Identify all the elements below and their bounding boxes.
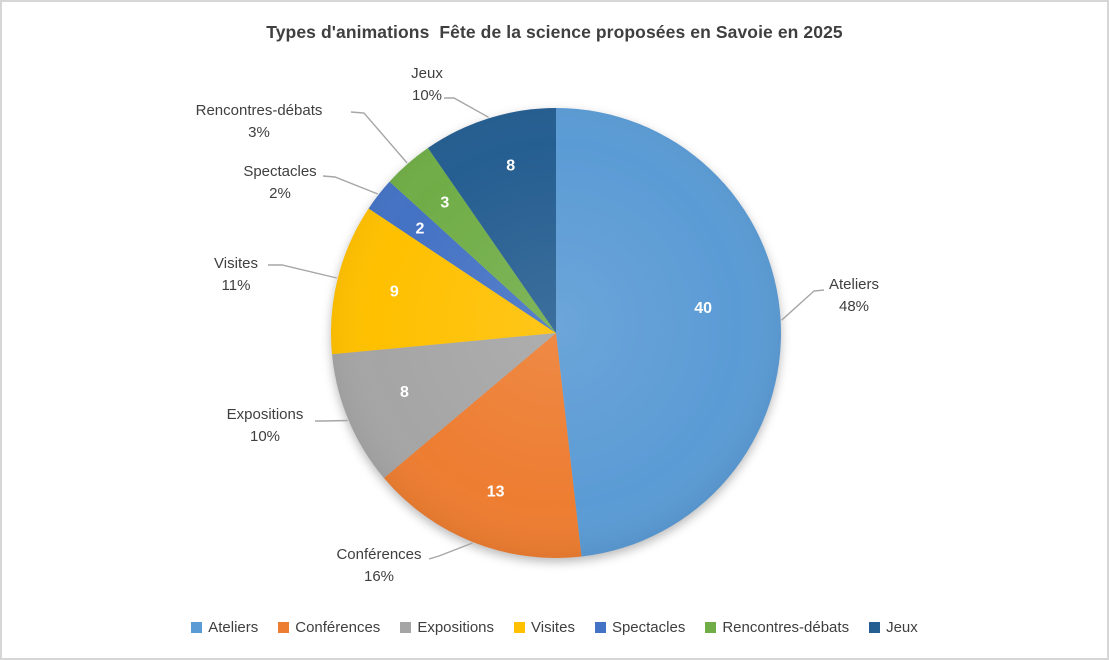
legend-label-conferences: Conférences xyxy=(295,619,381,636)
legend-item-spectacles: Spectacles xyxy=(594,619,686,636)
legend-item-ateliers: Ateliers xyxy=(191,619,258,636)
callout-percent-expositions: 10% xyxy=(249,428,281,445)
callout-label-rencontres-debats: Rencontres-débats xyxy=(195,102,323,119)
legend-marker-conferences xyxy=(278,622,290,633)
legend-item-jeux: Jeux xyxy=(869,619,918,636)
chart-title: Types d'animations Fête de la science pr… xyxy=(266,22,843,42)
legend-label-expositions: Expositions xyxy=(417,619,495,636)
legend-label-visites: Visites xyxy=(531,619,575,636)
callout-percent-visites: 11% xyxy=(221,277,251,294)
callout-jeux: Jeux 10% xyxy=(411,63,443,107)
legend-label-rencontres-debats: Rencontres-débats xyxy=(722,619,850,636)
legend-label-jeux: Jeux xyxy=(886,619,918,636)
legend-marker-spectacles xyxy=(594,622,606,633)
callout-expositions: Expositions 10% xyxy=(227,404,304,448)
callout-ateliers: Ateliers 48% xyxy=(829,274,879,318)
legend-item-expositions: Expositions xyxy=(400,619,494,636)
legend-label-spectacles: Spectacles xyxy=(611,619,686,636)
callout-label-expositions: Expositions xyxy=(226,406,304,423)
callout-label-visites: Visites xyxy=(214,255,258,272)
leader-line-expositions xyxy=(315,419,348,422)
callout-percent-spectacles: 2% xyxy=(269,185,291,202)
callout-percent-ateliers: 48% xyxy=(838,298,870,315)
legend-item-visites: Visites xyxy=(514,619,575,636)
legend-label-ateliers: Ateliers xyxy=(208,619,259,636)
legend-marker-expositions xyxy=(400,622,412,633)
leader-line-rencontres-debats xyxy=(350,111,408,164)
callout-percent-conferences: 16% xyxy=(363,568,395,585)
callout-percent-jeux: 10% xyxy=(411,87,443,104)
leader-line-ateliers xyxy=(781,289,825,321)
legend: Ateliers Conférences Expositions Visites Spe… xyxy=(2,619,1107,636)
callout-label-jeux: Jeux xyxy=(411,65,443,82)
callout-rencontres-debats: Rencontres-débats 3% xyxy=(196,100,323,144)
legend-marker-ateliers xyxy=(191,622,203,633)
legend-item-rencontres-debats: Rencontres-débats xyxy=(705,619,849,636)
callout-label-conferences: Conférences xyxy=(336,546,422,563)
callout-percent-rencontres-debats: 3% xyxy=(248,124,270,141)
callout-label-spectacles: Spectacles xyxy=(243,163,317,180)
pie-sheen-overlay xyxy=(331,108,781,558)
leader-line-jeux xyxy=(444,97,489,118)
callout-conferences: Conférences 16% xyxy=(336,544,421,588)
legend-marker-jeux xyxy=(869,622,881,633)
leader-line-visites xyxy=(268,264,337,279)
callout-spectacles: Spectacles 2% xyxy=(243,161,316,205)
legend-item-conferences: Conférences xyxy=(278,619,380,636)
callout-visites: Visites 11% xyxy=(214,253,258,297)
leader-line-conferences xyxy=(428,542,473,560)
leader-line-spectacles xyxy=(322,175,379,195)
legend-marker-rencontres-debats xyxy=(705,622,717,633)
legend-marker-visites xyxy=(514,622,526,633)
callout-label-ateliers: Ateliers xyxy=(828,276,880,293)
